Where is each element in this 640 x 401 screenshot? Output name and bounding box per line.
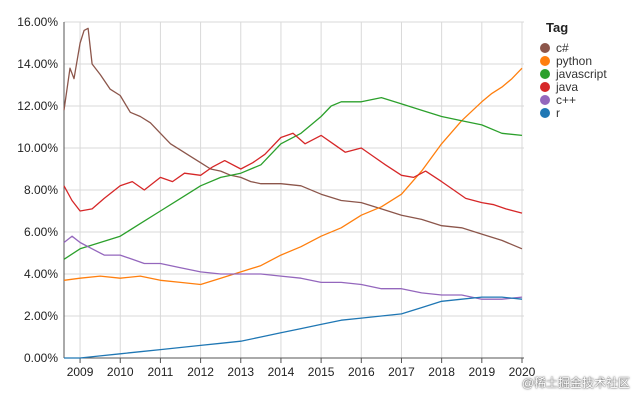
y-tick-label: 8.00%: [24, 183, 58, 197]
legend-label: c++: [556, 92, 577, 107]
y-tick-label: 16.00%: [17, 15, 58, 29]
x-tick-label: 2019: [468, 365, 495, 379]
legend-item-r: r: [540, 105, 636, 120]
legend-label: javascript: [556, 66, 607, 81]
x-tick-label: 2010: [107, 365, 134, 379]
series-line-java: [63, 132, 523, 214]
x-tick-label: 2016: [348, 365, 375, 379]
legend-swatch: [540, 55, 550, 66]
x-tick-label: 2017: [388, 365, 415, 379]
legend-swatch: [540, 94, 550, 105]
legend-swatch: [540, 81, 550, 92]
y-tick-label: 6.00%: [24, 225, 58, 239]
series-line-c#: [63, 27, 523, 250]
y-tick-label: 12.00%: [17, 99, 58, 113]
series-line-javascript: [63, 96, 523, 260]
series-line-r: [64, 296, 523, 359]
series-lines: [63, 27, 523, 359]
series-line-c++: [63, 235, 523, 300]
legend-label: r: [556, 105, 560, 120]
x-tick-label: 2020: [509, 365, 536, 379]
legend-item-java: java: [540, 79, 636, 94]
x-tick-label: 2015: [308, 365, 335, 379]
watermark: @稀土掘金技术社区: [521, 376, 630, 390]
y-tick-label: 2.00%: [24, 309, 58, 323]
legend-item-javascript: javascript: [540, 66, 636, 81]
tick-labels: 0.00% 2.00% 4.00% 6.00% 8.00% 10.00% 12.00% 14.…: [17, 15, 535, 379]
legend-label: java: [556, 79, 579, 94]
x-tick-label: 2014: [268, 365, 295, 379]
legend-items: c# python javascript java c++ r: [540, 40, 636, 120]
legend-item-python: python: [540, 53, 636, 68]
x-tick-label: 2012: [187, 365, 214, 379]
y-tick-label: 10.00%: [17, 141, 58, 155]
legend-label: c#: [556, 40, 569, 55]
legend: Tag c# python javascript java c++ r: [540, 20, 636, 120]
y-tick-label: 14.00%: [17, 57, 58, 71]
x-tick-label: 2009: [67, 365, 94, 379]
grid: [64, 21, 524, 359]
x-tick-label: 2013: [227, 365, 254, 379]
y-tick-label: 4.00%: [24, 267, 58, 281]
legend-swatch: [540, 107, 550, 118]
series-line-python: [63, 67, 523, 286]
legend-item-c++: c++: [540, 92, 636, 107]
legend-item-c#: c#: [540, 40, 636, 55]
legend-swatch: [540, 68, 550, 79]
axes: [63, 22, 524, 363]
legend-label: python: [556, 53, 593, 68]
x-tick-label: 2011: [148, 365, 174, 379]
legend-title: Tag: [546, 20, 569, 35]
legend-swatch: [540, 42, 550, 53]
x-tick-label: 2018: [428, 365, 455, 379]
y-tick-label: 0.00%: [24, 351, 58, 365]
